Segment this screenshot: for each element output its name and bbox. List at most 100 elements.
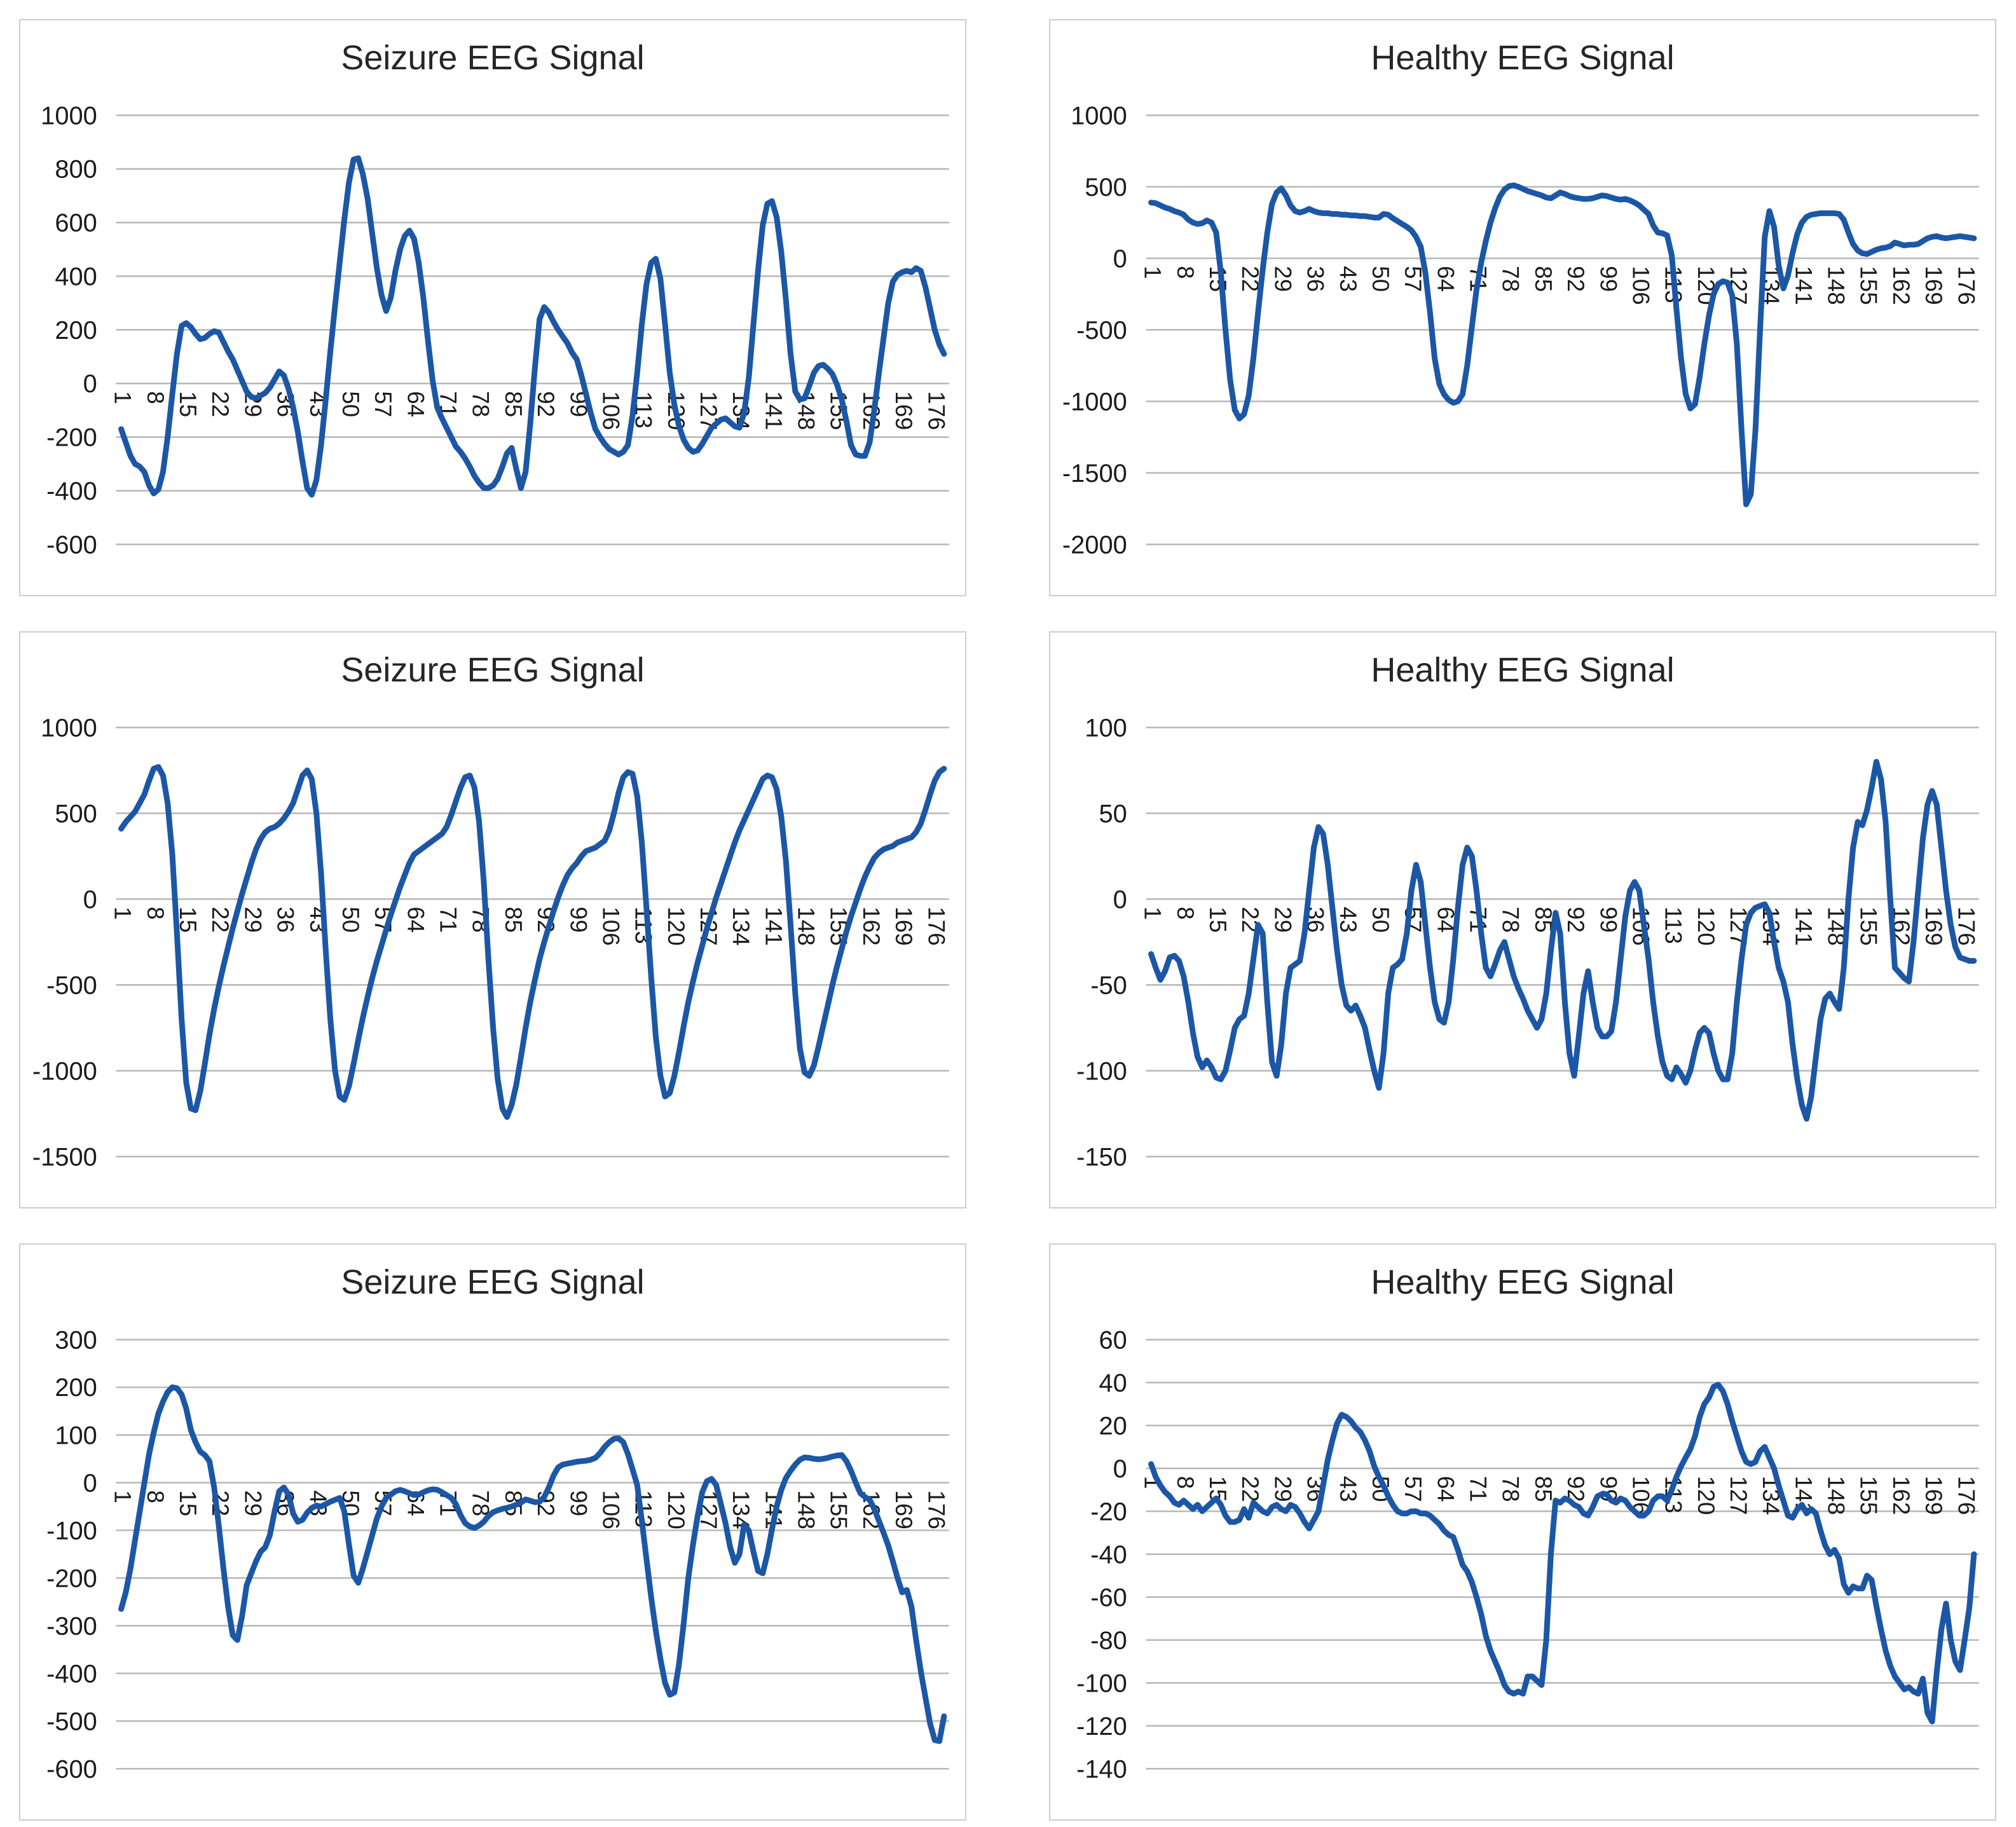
svg-text:29: 29	[240, 907, 266, 933]
svg-text:1: 1	[110, 1490, 136, 1503]
svg-text:-500: -500	[1076, 317, 1127, 345]
chart-title: Healthy EEG Signal	[1371, 651, 1675, 689]
svg-text:1000: 1000	[41, 102, 97, 130]
svg-text:0: 0	[83, 886, 97, 914]
svg-text:85: 85	[1530, 1476, 1556, 1502]
svg-text:169: 169	[891, 907, 917, 945]
svg-text:155: 155	[1856, 266, 1882, 304]
svg-text:176: 176	[1953, 907, 1979, 945]
svg-text:50: 50	[1099, 800, 1127, 828]
svg-text:78: 78	[468, 391, 494, 417]
svg-text:1000: 1000	[41, 714, 97, 742]
svg-text:20: 20	[1099, 1412, 1127, 1440]
svg-text:169: 169	[891, 1490, 917, 1529]
svg-text:8: 8	[1172, 1476, 1198, 1489]
svg-text:-600: -600	[46, 531, 97, 559]
svg-text:500: 500	[1085, 174, 1127, 202]
svg-text:8: 8	[1172, 266, 1198, 278]
svg-text:-200: -200	[46, 1564, 97, 1592]
seizure-eeg-chart-panel-row2: Seizure EEG Signal 1000 500 0 -500 -1000 -150…	[19, 631, 966, 1208]
svg-text:141: 141	[760, 907, 786, 945]
svg-text:600: 600	[55, 209, 97, 237]
svg-text:200: 200	[55, 1374, 97, 1402]
svg-text:106: 106	[598, 907, 624, 945]
seizure-eeg-chart-panel-row1: Seizure EEG Signal 1000 800 600 400 200 0 -200…	[19, 19, 966, 596]
svg-text:-600: -600	[46, 1755, 97, 1783]
svg-text:0: 0	[1113, 886, 1127, 914]
healthy-eeg-chart-panel-row2: Healthy EEG Signal 100 50 0 -50 -100 -150 1 8 15…	[1049, 631, 1996, 1208]
svg-text:1: 1	[1140, 266, 1166, 278]
svg-text:57: 57	[1400, 266, 1426, 292]
svg-text:155: 155	[1856, 907, 1882, 945]
svg-text:-100: -100	[46, 1517, 97, 1545]
svg-text:176: 176	[923, 907, 949, 945]
svg-text:71: 71	[435, 907, 461, 933]
svg-text:-400: -400	[46, 477, 97, 505]
svg-text:120: 120	[663, 1490, 689, 1529]
svg-text:-120: -120	[1076, 1713, 1127, 1741]
svg-text:200: 200	[55, 317, 97, 345]
svg-text:176: 176	[923, 391, 949, 430]
svg-text:-500: -500	[46, 971, 97, 999]
svg-text:-140: -140	[1076, 1755, 1127, 1783]
svg-text:-1000: -1000	[32, 1057, 97, 1085]
svg-text:1: 1	[110, 907, 136, 919]
svg-text:22: 22	[207, 907, 233, 933]
svg-text:169: 169	[1921, 266, 1947, 304]
chart-title: Seizure EEG Signal	[341, 651, 645, 689]
svg-text:400: 400	[55, 263, 97, 291]
svg-text:176: 176	[1953, 1476, 1979, 1515]
seizure-eeg-chart-panel-row3: Seizure EEG Signal 300 200 100 0 -100 -200 -30…	[19, 1243, 966, 1821]
svg-text:99: 99	[1595, 907, 1621, 933]
chart-title: Healthy EEG Signal	[1371, 39, 1675, 77]
svg-text:78: 78	[1498, 907, 1524, 933]
svg-text:8: 8	[142, 1490, 168, 1503]
svg-text:0: 0	[1113, 245, 1127, 273]
svg-text:92: 92	[1563, 266, 1589, 292]
svg-text:85: 85	[500, 391, 526, 417]
svg-text:176: 176	[923, 1490, 949, 1529]
svg-text:500: 500	[55, 800, 97, 828]
svg-text:300: 300	[55, 1326, 97, 1354]
chart-title: Healthy EEG Signal	[1371, 1263, 1675, 1301]
line-chart-svg: 300 200 100 0 -100 -200 -300 -400 -500 -600 1 8 15 22…	[46, 1326, 949, 1783]
svg-text:120: 120	[1693, 907, 1719, 945]
svg-text:99: 99	[565, 1490, 591, 1516]
svg-text:43: 43	[1335, 266, 1361, 292]
svg-text:800: 800	[55, 156, 97, 184]
svg-text:169: 169	[891, 391, 917, 430]
svg-text:120: 120	[663, 907, 689, 945]
svg-text:-40: -40	[1090, 1541, 1127, 1569]
svg-text:-200: -200	[46, 424, 97, 452]
svg-text:29: 29	[1270, 266, 1296, 292]
svg-text:106: 106	[1628, 266, 1654, 304]
svg-text:78: 78	[468, 907, 494, 933]
svg-text:71: 71	[1465, 1476, 1491, 1502]
svg-text:148: 148	[793, 1490, 819, 1529]
svg-text:176: 176	[1953, 266, 1979, 304]
svg-text:78: 78	[1498, 266, 1524, 292]
svg-text:113: 113	[1661, 907, 1687, 944]
svg-text:1000: 1000	[1071, 102, 1127, 130]
svg-text:29: 29	[1270, 1476, 1296, 1502]
svg-text:8: 8	[142, 907, 168, 919]
svg-text:85: 85	[1530, 266, 1556, 292]
svg-text:169: 169	[1921, 1476, 1947, 1515]
svg-text:-1000: -1000	[1062, 388, 1127, 416]
svg-text:148: 148	[1823, 1476, 1849, 1515]
healthy-eeg-chart-panel-row1: Healthy EEG Signal 1000 500 0 -500 -1000 -150…	[1049, 19, 1996, 596]
svg-text:64: 64	[1432, 1476, 1458, 1502]
svg-text:-150: -150	[1076, 1143, 1127, 1171]
svg-text:57: 57	[370, 391, 396, 417]
svg-text:162: 162	[858, 907, 884, 945]
svg-text:169: 169	[1921, 907, 1947, 945]
svg-text:141: 141	[760, 391, 786, 430]
svg-text:148: 148	[793, 907, 819, 945]
svg-text:50: 50	[338, 391, 364, 417]
svg-text:0: 0	[1113, 1455, 1127, 1483]
svg-text:15: 15	[175, 391, 201, 417]
chart-title: Seizure EEG Signal	[341, 1263, 645, 1301]
